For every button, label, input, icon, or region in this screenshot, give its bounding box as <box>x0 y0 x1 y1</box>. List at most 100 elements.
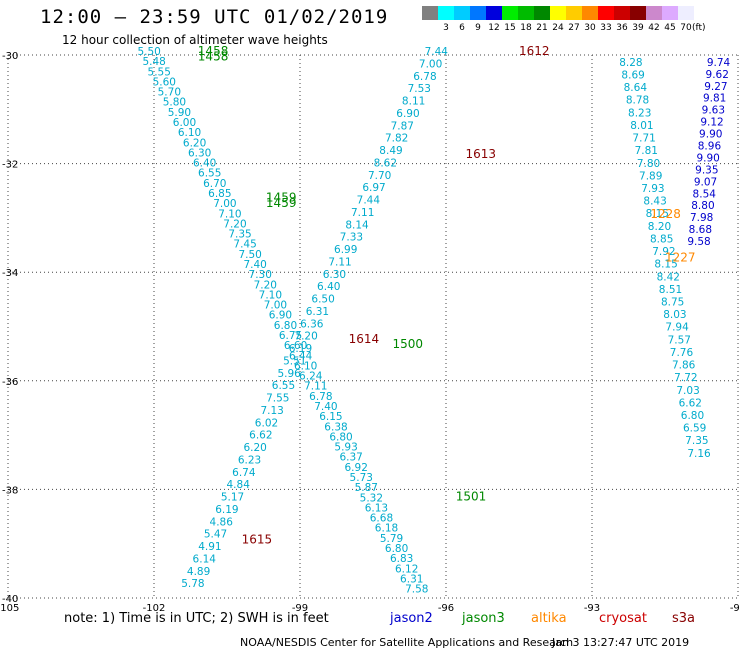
wave-height-value: 6.19 <box>215 504 238 516</box>
color-scale-tick-label: 36 <box>616 23 628 33</box>
pass-time-label: 1614 <box>349 332 380 346</box>
wave-height-value: 6.30 <box>188 147 211 159</box>
wave-height-value: 5.51 <box>283 355 306 367</box>
pass-time-label: 1459 <box>266 196 297 210</box>
color-scale-tick-label: 33 <box>600 23 612 33</box>
wave-height-value: 7.35 <box>685 435 708 447</box>
wave-height-value: 6.19 <box>289 343 312 355</box>
wave-height-value: 6.10 <box>178 127 201 139</box>
wave-height-value: 5.50 <box>137 46 160 58</box>
wave-height-value: 7.53 <box>408 83 431 95</box>
wave-height-value: 6.97 <box>362 182 385 194</box>
wave-height-value: 8.20 <box>648 221 671 233</box>
wave-height-value: 6.80 <box>329 431 352 443</box>
wave-height-value: 5.55 <box>148 66 171 78</box>
wave-height-value: 7.44 <box>357 195 381 207</box>
wave-height-value: 7.03 <box>676 385 699 397</box>
pass-time-label: 1458 <box>198 49 229 63</box>
wave-height-value: 6.55 <box>198 168 221 180</box>
wave-height-value: 7.11 <box>351 207 374 219</box>
color-swatch <box>566 6 582 20</box>
wave-height-value: 7.71 <box>632 133 655 145</box>
color-scale-tick-label: 45 <box>664 23 676 33</box>
wave-height-value: 6.40 <box>317 281 340 293</box>
lon-tick-label: -99 <box>292 603 308 614</box>
legend-jason2: jason2 <box>390 611 433 626</box>
color-swatch <box>486 6 502 20</box>
wave-height-value: 7.45 <box>233 239 256 251</box>
wave-height-value: 7.57 <box>668 334 691 346</box>
wave-height-value: 7.10 <box>218 208 241 220</box>
wave-height-value: 8.51 <box>659 284 682 296</box>
wave-height-value: 5.87 <box>355 482 378 494</box>
color-scale-tick-label: 24 <box>552 23 564 33</box>
wave-height-value: 6.74 <box>232 467 256 479</box>
wave-height-value: 7.00 <box>264 300 287 312</box>
wave-height-value: 8.01 <box>630 120 653 132</box>
wave-height-value: 7.55 <box>266 393 289 405</box>
wave-height-value: 5.32 <box>360 492 383 504</box>
wave-height-value: 6.24 <box>299 371 323 383</box>
wave-height-value: 6.18 <box>375 523 398 535</box>
wave-height-value: 5.90 <box>168 107 191 119</box>
wave-height-value: 6.90 <box>396 108 419 120</box>
color-scale-tick-label: 30 <box>584 23 596 33</box>
wave-height-value: 6.90 <box>269 310 292 322</box>
legend-cryosat: cryosat <box>599 611 647 626</box>
lon-tick-label: -105 <box>0 603 19 614</box>
wave-height-value: 7.87 <box>391 120 414 132</box>
wave-height-value: 7.44 <box>425 46 449 58</box>
color-scale-tick-label: 21 <box>536 23 548 33</box>
lon-tick-label: -102 <box>143 603 166 614</box>
wave-height-value: 8.14 <box>345 219 369 231</box>
pass-time-label: 1501 <box>456 489 487 503</box>
color-swatch <box>438 6 454 20</box>
lon-tick-label: -90 <box>730 603 740 614</box>
color-swatch <box>582 6 598 20</box>
wave-height-value: 6.60 <box>284 340 307 352</box>
wave-height-value: 9.74 <box>707 57 731 69</box>
color-swatch <box>422 6 438 20</box>
color-swatch <box>470 6 486 20</box>
wave-height-value: 5.93 <box>334 442 357 454</box>
wave-height-value: 9.62 <box>706 69 729 81</box>
pass-time-label: 1228 <box>650 207 681 221</box>
wave-height-value: 6.15 <box>319 411 342 423</box>
pass-time-label: 1227 <box>665 250 696 264</box>
wave-height-value: 8.11 <box>402 96 425 108</box>
wave-height-value: 6.12 <box>395 563 418 575</box>
wave-height-value: 5.60 <box>153 76 176 88</box>
color-swatch <box>502 6 518 20</box>
wave-height-value: 6.55 <box>272 380 295 392</box>
color-swatch <box>630 6 646 20</box>
legend-s3a: s3a <box>672 611 696 626</box>
wave-height-value: 8.15 <box>654 259 677 271</box>
wave-height-value: 5.73 <box>350 472 373 484</box>
lat-tick-label: -30 <box>2 51 18 62</box>
color-swatch <box>454 6 470 20</box>
wave-height-value: 6.92 <box>345 462 368 474</box>
color-swatch <box>534 6 550 20</box>
units-note: note: 1) Time is in UTC; 2) SWH is in fe… <box>64 611 329 626</box>
pass-time-label: 1612 <box>519 44 550 58</box>
pass-time-label: 1459 <box>266 191 297 205</box>
wave-height-value: 7.20 <box>254 279 277 291</box>
wave-height-value: 6.78 <box>413 71 436 83</box>
wave-height-value: 8.64 <box>624 82 648 94</box>
wave-height-value: 8.69 <box>621 69 644 81</box>
lat-tick-label: -38 <box>2 485 18 496</box>
color-scale-tick-label: 9 <box>475 23 481 33</box>
wave-height-value: 6.80 <box>681 410 704 422</box>
wave-height-value: 8.03 <box>663 309 686 321</box>
wave-height-value: 7.50 <box>238 249 261 261</box>
color-swatch <box>662 6 678 20</box>
pass-time-label: 1613 <box>465 147 496 161</box>
color-swatch <box>614 6 630 20</box>
color-scale-tick-label: 12 <box>488 23 500 33</box>
wave-height-value: 6.85 <box>208 188 231 200</box>
lat-tick-label: -36 <box>2 377 18 388</box>
wave-height-value: 7.82 <box>385 133 408 145</box>
wave-height-value: 6.38 <box>324 421 347 433</box>
wave-height-value: 6.10 <box>294 360 317 372</box>
wave-height-value: 8.96 <box>698 140 722 152</box>
